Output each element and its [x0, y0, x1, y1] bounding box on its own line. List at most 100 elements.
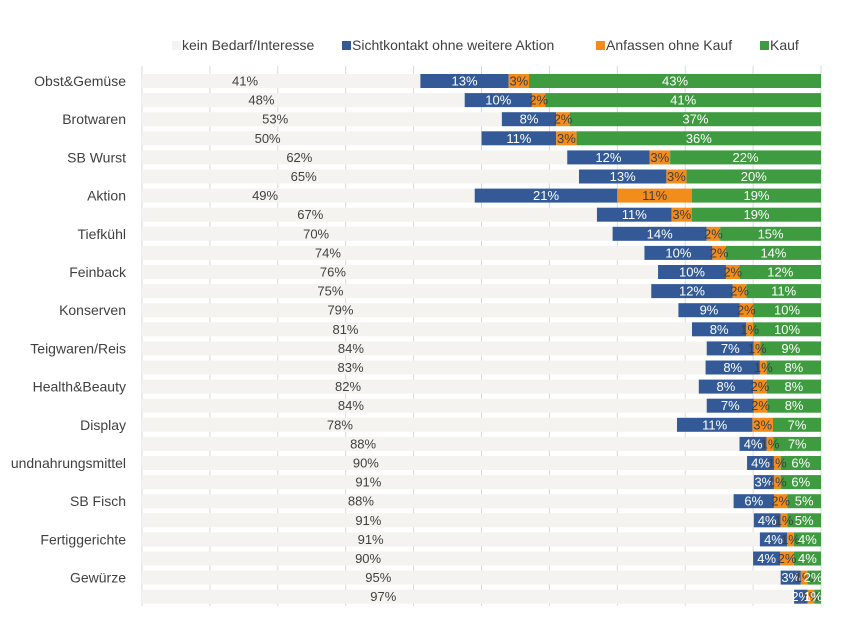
data-label: 10%	[485, 93, 511, 108]
data-label: 2%	[804, 570, 823, 585]
data-label: 75%	[317, 284, 343, 299]
category-label: SB Wurst	[67, 149, 126, 165]
bar-segment	[712, 245, 726, 260]
bar-segment	[773, 456, 781, 470]
bar-segment	[671, 207, 692, 222]
data-label: 8%	[520, 112, 539, 127]
bar-segment	[733, 494, 774, 509]
bar-segment	[678, 303, 740, 318]
bar-segment	[142, 112, 502, 127]
bar-segment	[753, 475, 774, 490]
data-label: 2%	[723, 265, 742, 280]
data-label: 1%	[761, 436, 780, 451]
data-label: 3%	[672, 207, 691, 222]
bar-segment	[753, 303, 821, 318]
bar-segment	[644, 245, 713, 260]
category-label: Health&Beauty	[33, 379, 126, 395]
data-label: 4%	[744, 436, 763, 451]
data-label: 5%	[795, 494, 814, 509]
data-label: 4%	[758, 513, 777, 528]
bar-segment	[766, 379, 821, 394]
bar-segment	[142, 341, 707, 356]
bar-segment	[725, 245, 821, 260]
bar-segment	[142, 207, 597, 222]
category-label: Gewürze	[70, 570, 126, 586]
data-label: 3%	[650, 150, 669, 165]
data-label: 82%	[335, 379, 361, 394]
data-label: 48%	[248, 93, 274, 108]
data-label: 7%	[721, 398, 740, 413]
bar-segment	[725, 265, 740, 279]
data-label: 76%	[320, 265, 346, 280]
bar-segment	[670, 150, 821, 165]
data-label: 91%	[355, 513, 381, 528]
data-label: 1%	[768, 456, 787, 471]
bar-segment	[481, 131, 557, 146]
bar-segment	[142, 303, 679, 318]
bar-segment	[142, 169, 579, 184]
data-label: 10%	[679, 265, 705, 280]
bar-segment	[773, 475, 781, 490]
data-label: 4%	[751, 456, 770, 471]
data-label: 21%	[533, 188, 559, 203]
bar-segment	[691, 207, 821, 222]
data-label: 4%	[798, 532, 817, 547]
data-label: 3%	[754, 475, 773, 490]
bar-segment	[142, 74, 421, 88]
bar-segment	[142, 131, 482, 146]
bar-segment	[793, 532, 821, 547]
data-label: 37%	[682, 112, 708, 127]
bar-segment	[766, 436, 774, 451]
category-label: Obst&Gemüse	[34, 73, 126, 89]
bar-segment	[142, 188, 475, 203]
bar-segment	[508, 74, 530, 88]
bar-segment	[142, 417, 677, 432]
data-label: 81%	[332, 322, 358, 337]
bar-segment	[142, 245, 645, 260]
data-label: 12%	[595, 150, 621, 165]
data-label: 1%	[804, 589, 823, 604]
bar-segment	[772, 417, 821, 432]
bar-segment	[720, 226, 821, 241]
bar-segment	[142, 379, 699, 394]
data-label: 53%	[262, 112, 288, 127]
data-label: 9%	[781, 341, 800, 356]
data-label: 2%	[771, 494, 790, 509]
data-label: 3%	[667, 169, 686, 184]
bar-segment	[773, 494, 788, 509]
bar-segment	[706, 341, 754, 356]
data-label: 22%	[733, 150, 759, 165]
data-label: 2%	[554, 112, 573, 127]
data-label: 50%	[255, 131, 281, 146]
data-label: 11%	[771, 284, 796, 299]
data-label: 43%	[662, 74, 688, 89]
data-label: 2%	[710, 245, 729, 260]
bar-segment	[142, 150, 568, 165]
bar-segment	[576, 131, 821, 146]
data-label: 8%	[717, 379, 736, 394]
data-label: 2%	[529, 93, 548, 108]
bar-segment	[691, 188, 821, 203]
data-label: 36%	[686, 131, 712, 146]
bar-segment	[617, 188, 692, 203]
data-label: 2%	[751, 398, 770, 413]
data-label: 3%	[781, 570, 800, 585]
data-label: 67%	[297, 207, 323, 222]
bar-segment	[142, 532, 760, 547]
data-label: 20%	[741, 169, 767, 184]
data-label: 11%	[702, 417, 727, 432]
bar-segment	[531, 93, 546, 108]
bar-segment	[569, 112, 821, 127]
bar-segment	[676, 417, 753, 432]
category-label: Fertiggerichte	[40, 531, 126, 547]
data-label: 10%	[665, 245, 691, 260]
bar-segment	[753, 322, 821, 337]
bar-segment	[567, 150, 650, 165]
bar-segment	[753, 513, 781, 528]
data-label: 3%	[557, 131, 576, 146]
bar-segment	[612, 226, 707, 241]
bar-segment	[706, 226, 721, 241]
bar-segment	[142, 360, 706, 375]
bar-segment	[706, 398, 754, 413]
bar-segment	[787, 532, 794, 547]
